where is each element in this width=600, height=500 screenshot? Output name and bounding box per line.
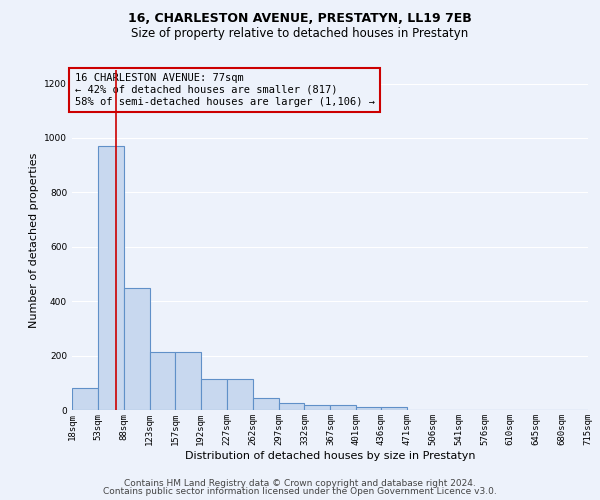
Bar — [331, 404, 356, 410]
Bar — [382, 408, 407, 410]
Bar — [150, 352, 175, 410]
Text: 16 CHARLESTON AVENUE: 77sqm
← 42% of detached houses are smaller (817)
58% of se: 16 CHARLESTON AVENUE: 77sqm ← 42% of det… — [74, 74, 374, 106]
Bar — [278, 403, 304, 410]
Bar — [304, 404, 331, 410]
Text: Size of property relative to detached houses in Prestatyn: Size of property relative to detached ho… — [131, 28, 469, 40]
Bar — [175, 352, 201, 410]
Text: Contains public sector information licensed under the Open Government Licence v3: Contains public sector information licen… — [103, 487, 497, 496]
Bar — [98, 146, 124, 410]
X-axis label: Distribution of detached houses by size in Prestatyn: Distribution of detached houses by size … — [185, 450, 475, 460]
Bar — [124, 288, 150, 410]
Bar — [253, 398, 278, 410]
Bar — [356, 406, 382, 410]
Bar — [201, 378, 227, 410]
Text: 16, CHARLESTON AVENUE, PRESTATYN, LL19 7EB: 16, CHARLESTON AVENUE, PRESTATYN, LL19 7… — [128, 12, 472, 26]
Bar — [72, 388, 98, 410]
Y-axis label: Number of detached properties: Number of detached properties — [29, 152, 38, 328]
Bar — [227, 378, 253, 410]
Text: Contains HM Land Registry data © Crown copyright and database right 2024.: Contains HM Land Registry data © Crown c… — [124, 478, 476, 488]
